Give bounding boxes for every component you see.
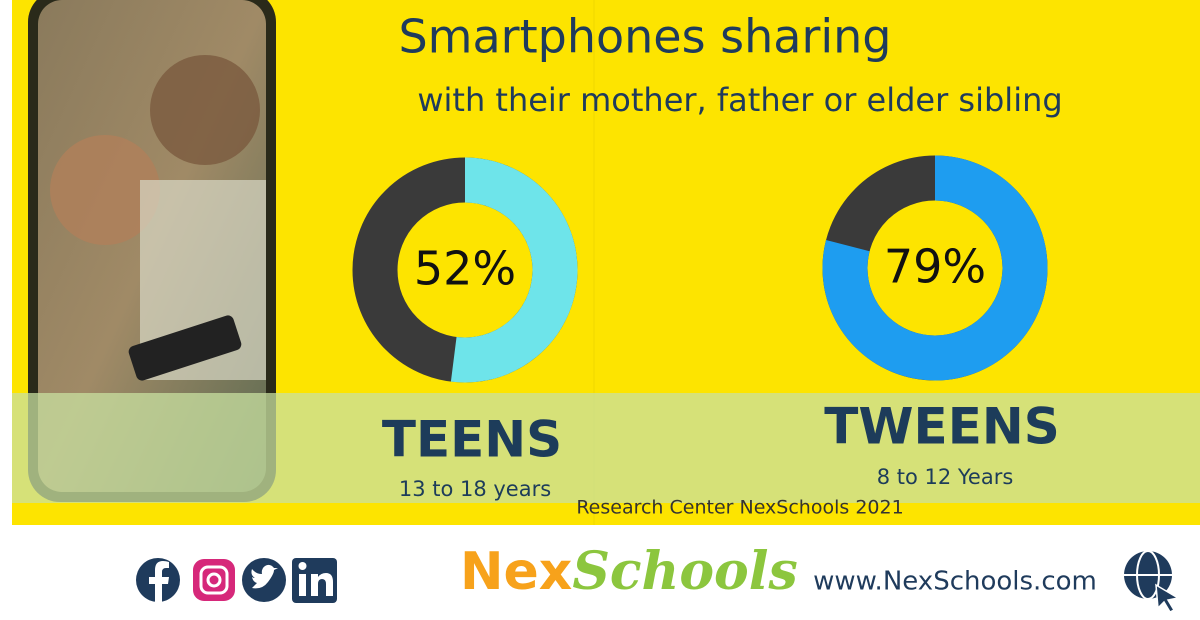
subtitle: with their mother, father or elder sibli… bbox=[417, 81, 1062, 119]
photo-face bbox=[150, 55, 260, 165]
globe-icon bbox=[1124, 550, 1181, 613]
instagram-glyph bbox=[199, 565, 229, 595]
linkedin-glyph bbox=[299, 574, 306, 596]
instagram-glyph bbox=[206, 572, 222, 588]
instagram-icon[interactable] bbox=[193, 559, 235, 601]
brand: NexSchools bbox=[460, 541, 798, 603]
linkedin-glyph bbox=[311, 573, 333, 596]
photo-phone bbox=[128, 315, 242, 381]
facebook-glyph bbox=[149, 561, 169, 602]
source: Research Center NexSchools 2021 bbox=[576, 497, 903, 519]
group-label: TEENS bbox=[382, 411, 562, 469]
group-label: TWEENS bbox=[824, 398, 1059, 456]
group-sublabel: 13 to 18 years bbox=[399, 477, 551, 501]
title: Smartphones sharing bbox=[398, 10, 891, 64]
phone-illustration bbox=[28, 0, 276, 502]
value-label: 52% bbox=[414, 242, 516, 296]
donut-segment bbox=[450, 157, 578, 383]
twitter-glyph bbox=[251, 564, 278, 589]
social-icons bbox=[136, 558, 337, 603]
brand-part: Schools bbox=[572, 541, 797, 602]
brand-part: Nex bbox=[460, 542, 572, 602]
charts: 52% TEENS 13 to 18 years 79% TWEENS 8 to 12 Y… bbox=[352, 155, 1060, 501]
website[interactable]: www.NexSchools.com bbox=[813, 567, 1097, 597]
group-sublabel: 8 to 12 Years bbox=[877, 465, 1014, 489]
highlight-band bbox=[12, 393, 1200, 503]
photo-face bbox=[50, 135, 160, 245]
linkedin-glyph bbox=[298, 562, 307, 570]
value-label: 79% bbox=[884, 240, 986, 294]
donut-segment bbox=[822, 155, 1048, 381]
